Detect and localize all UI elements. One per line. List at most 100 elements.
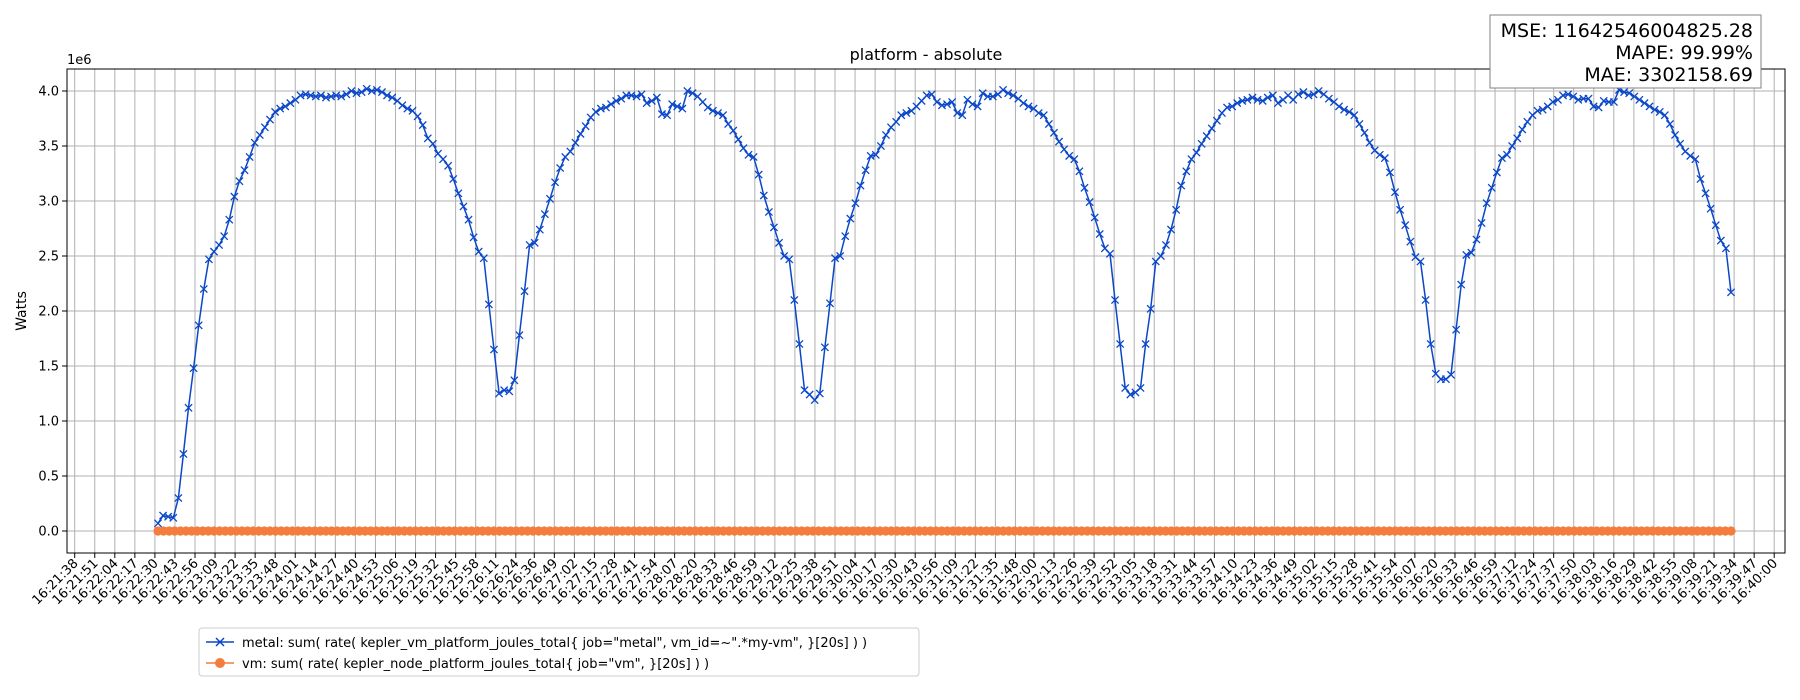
series-metal-point xyxy=(1380,154,1389,163)
series-metal-point xyxy=(464,215,473,224)
series-metal-point xyxy=(1452,325,1461,334)
series-metal-point xyxy=(1243,95,1252,104)
series-metal-point xyxy=(1701,189,1710,198)
series-metal-point xyxy=(316,91,325,100)
series-metal-point xyxy=(215,240,224,250)
series-metal-point xyxy=(1421,295,1430,305)
series-metal-point xyxy=(815,389,824,398)
series-metal-point xyxy=(1314,86,1323,96)
series-metal-point xyxy=(932,97,941,107)
series-metal-point xyxy=(1233,99,1242,108)
series-metal-point xyxy=(973,102,982,111)
series-metal-point xyxy=(1182,167,1191,176)
series-metal-point xyxy=(342,90,351,99)
series-metal-point xyxy=(988,92,997,101)
series-metal-point xyxy=(1080,183,1089,192)
series-metal-point xyxy=(836,251,845,261)
series-metal-point xyxy=(454,189,463,198)
series-metal-point xyxy=(1375,150,1384,159)
series-metal-point xyxy=(153,519,163,528)
series-metal-point xyxy=(388,93,397,102)
series-metal-point xyxy=(1350,111,1359,120)
series-metal-point xyxy=(418,121,427,130)
series-metal-point xyxy=(1513,134,1522,143)
series-metal-point xyxy=(1630,92,1639,101)
series-metal-point xyxy=(255,130,264,140)
y-tick-label: 1.5 xyxy=(38,360,59,375)
series-metal-point xyxy=(1309,90,1318,99)
series-metal-point xyxy=(515,331,524,340)
series-metal-point xyxy=(1095,229,1104,239)
series-metal-point xyxy=(1711,221,1720,230)
series-metal-point xyxy=(902,108,911,118)
series-metal-point xyxy=(1665,119,1674,129)
series-metal-point xyxy=(668,100,677,109)
series-metal-point xyxy=(1070,155,1079,164)
series-metal-point xyxy=(652,93,661,102)
series-metal-point xyxy=(1457,280,1466,289)
series-metal-point xyxy=(1365,138,1374,147)
series-metal-point xyxy=(1248,93,1257,102)
series-metal-point xyxy=(713,108,723,118)
series-metal-point xyxy=(1660,111,1669,120)
series-metal-point xyxy=(1477,218,1486,228)
series-metal-point xyxy=(286,99,295,108)
series-metal-point xyxy=(469,233,478,242)
series-metal-point xyxy=(795,339,804,349)
series-metal-point xyxy=(719,111,728,120)
series-metal-point xyxy=(810,396,819,405)
series-metal-point xyxy=(1009,91,1018,100)
series-metal-point xyxy=(479,254,488,263)
series-metal-point xyxy=(250,138,259,147)
series-metal-point xyxy=(525,240,534,250)
series-metal-point xyxy=(1202,132,1211,141)
chart-title: platform - absolute xyxy=(850,45,1003,64)
series-metal-point xyxy=(1187,155,1196,164)
series-metal-point xyxy=(1141,339,1150,349)
series-metal-point xyxy=(1324,94,1333,103)
series-metal-point xyxy=(1406,237,1415,246)
mse-label: MSE: 11642546004825.28 xyxy=(1501,20,1753,42)
series-layer xyxy=(153,84,1736,536)
series-metal-point xyxy=(1396,205,1405,214)
series-metal-point xyxy=(820,343,829,352)
series-metal-point xyxy=(1706,204,1715,213)
series-metal-point xyxy=(683,86,692,96)
series-metal-point xyxy=(998,85,1008,94)
series-metal-point xyxy=(647,96,656,105)
series-metal-point xyxy=(530,238,539,247)
series-metal-point xyxy=(1487,183,1496,192)
series-metal-point xyxy=(199,284,208,294)
series-metal-point xyxy=(556,163,565,173)
series-metal-point xyxy=(225,215,234,224)
stats-box xyxy=(1489,14,1762,89)
y-tick-label: 3.5 xyxy=(38,140,59,155)
series-metal-point xyxy=(581,122,590,131)
series-metal-point xyxy=(1462,250,1471,259)
series-metal-point xyxy=(754,170,763,179)
series-metal-point xyxy=(1502,150,1512,159)
y-tick-label: 2.5 xyxy=(38,250,59,265)
series-metal-point xyxy=(1676,139,1685,148)
series-metal-point xyxy=(734,135,743,144)
series-metal-point xyxy=(1548,97,1557,107)
series-metal-point xyxy=(1228,102,1237,111)
stats-annotation: MSE: 11642546004825.28 MAPE: 99.99% MAE:… xyxy=(1489,14,1762,89)
series-metal-point xyxy=(953,108,962,118)
series-metal-point xyxy=(281,102,290,111)
legend: metal: sum( rate( kepler_vm_platform_jou… xyxy=(198,627,920,677)
series-metal-point xyxy=(1121,383,1130,393)
series-metal-point xyxy=(1044,119,1053,129)
series-metal-point xyxy=(265,115,275,124)
y-tick-label: 1.0 xyxy=(38,415,59,430)
series-metal-point xyxy=(1584,94,1593,103)
series-metal-point xyxy=(1640,99,1649,108)
series-metal-point xyxy=(1110,295,1120,305)
series-metal-point xyxy=(489,345,499,354)
series-metal-point xyxy=(535,225,544,234)
series-metal-point xyxy=(856,181,865,190)
series-metal-point xyxy=(347,86,356,96)
y-tick-label: 2.0 xyxy=(38,305,59,320)
series-metal-point xyxy=(1136,383,1145,393)
series-metal-point xyxy=(1345,107,1354,116)
